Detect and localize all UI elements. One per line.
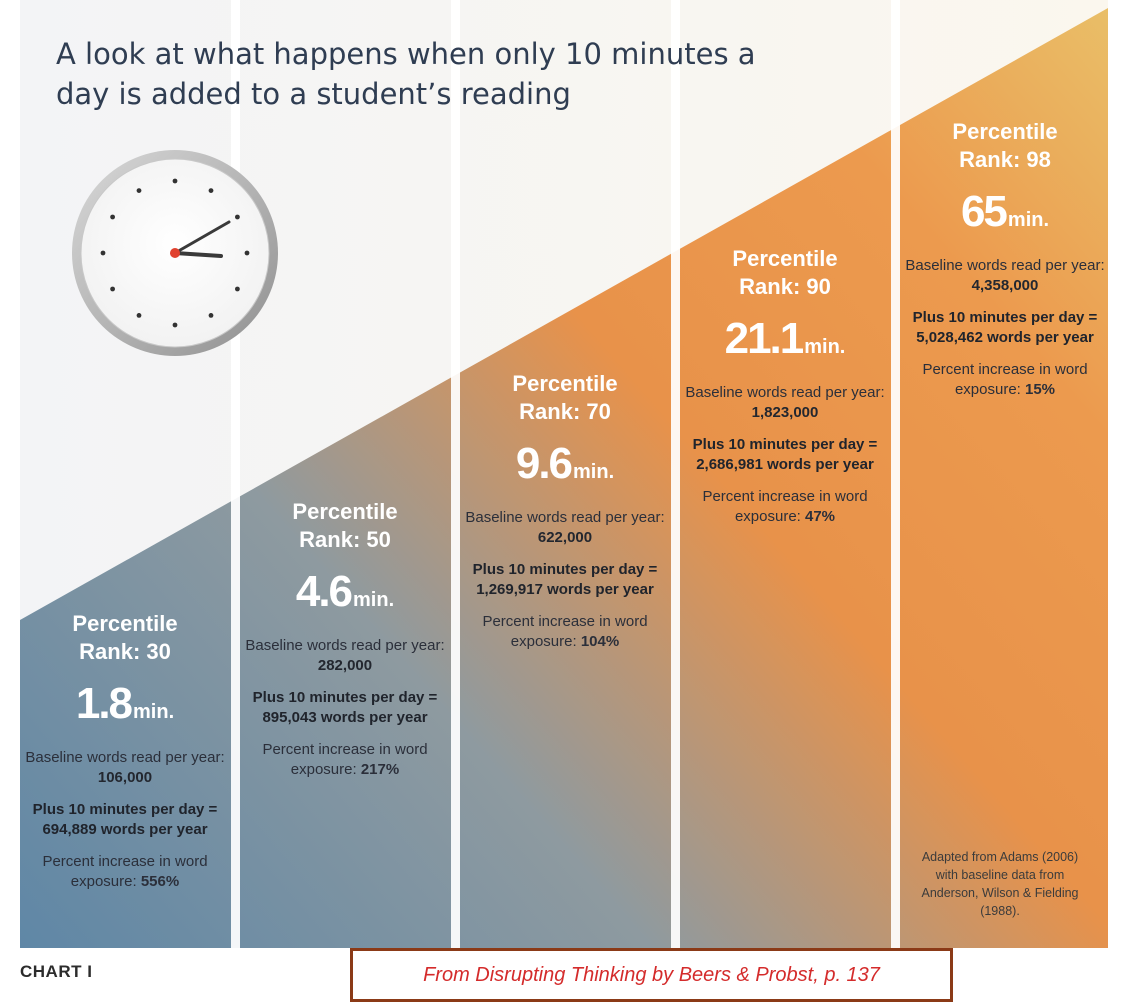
column-dividers: [231, 0, 900, 948]
clock-tick: [244, 250, 250, 256]
source-citation-box: From Disrupting Thinking by Beers & Prob…: [350, 948, 953, 1002]
data-column: Percentile Rank: 70 9.6 min. Baseline words …: [460, 370, 670, 652]
baseline-label: Baseline words read per year:: [245, 637, 445, 654]
data-column: Percentile Rank: 98 65 min. Baseline words r…: [900, 118, 1110, 400]
data-column: Percentile Rank: 90 21.1 min. Baseline words…: [680, 245, 890, 527]
percentile-rank-label: Percentile Rank: 30: [72, 611, 178, 664]
percent-increase: Percent increase in word exposure: 15%: [922, 361, 1088, 398]
clock-tick: [110, 214, 115, 220]
data-column: Percentile Rank: 30 1.8 min. Baseline words …: [20, 610, 230, 892]
baseline-label: Baseline words read per year:: [465, 509, 665, 526]
percentile-rank-label: Percentile Rank: 98: [952, 119, 1058, 172]
percentile-rank-label: Percentile Rank: 90: [732, 246, 838, 299]
column-divider: [231, 0, 240, 948]
baseline-value: 106,000: [97, 769, 153, 786]
clock-tick: [136, 313, 142, 318]
percent-increase: Percent increase in word exposure: 47%: [702, 488, 868, 525]
column-divider: [451, 0, 460, 948]
minutes-per-day: 21.1 min.: [724, 314, 846, 363]
baseline-value: 1,823,000: [751, 404, 819, 421]
minutes-per-day: 1.8 min.: [75, 679, 175, 728]
plus-ten-minutes-words: Plus 10 minutes per day = 5,028,462 word…: [912, 309, 1098, 346]
percent-increase: Percent increase in word exposure: 217%: [262, 741, 428, 778]
percentile-rank-label: Percentile Rank: 70: [512, 371, 618, 424]
minutes-per-day: 9.6 min.: [515, 439, 615, 488]
percent-increase: Percent increase in word exposure: 556%: [42, 853, 208, 890]
column-divider: [671, 0, 680, 948]
rising-wedge: [20, 8, 1108, 948]
clock-tick: [208, 188, 214, 194]
attribution-note: Adapted from Adams (2006) with baseline …: [921, 850, 1079, 918]
minutes-per-day: 65 min.: [960, 187, 1050, 236]
chart-title: A look at what happens when only 10 minu…: [56, 37, 756, 111]
percentile-rank-label: Percentile Rank: 50: [292, 499, 398, 552]
clock-icon: [72, 150, 278, 356]
baseline-label: Baseline words read per year:: [25, 749, 225, 766]
clock-tick: [208, 313, 214, 318]
plus-ten-minutes-words: Plus 10 minutes per day = 2,686,981 word…: [692, 436, 878, 473]
clock-tick: [172, 178, 178, 184]
plus-ten-minutes-words: Plus 10 minutes per day = 694,889 words …: [32, 801, 218, 838]
baseline-label: Baseline words read per year:: [905, 257, 1105, 274]
clock-tick: [235, 286, 240, 292]
minutes-per-day: 4.6 min.: [295, 567, 395, 616]
baseline-value: 4,358,000: [971, 277, 1039, 294]
baseline-label: Baseline words read per year:: [685, 384, 885, 401]
percent-increase: Percent increase in word exposure: 104%: [482, 613, 648, 650]
column-divider: [891, 0, 900, 948]
clock-tick: [136, 188, 142, 194]
clock-tick: [172, 322, 178, 328]
source-citation: From Disrupting Thinking by Beers & Prob…: [423, 963, 880, 986]
plus-ten-minutes-words: Plus 10 minutes per day = 1,269,917 word…: [472, 561, 658, 598]
clock-tick: [110, 286, 115, 292]
clock-tick: [100, 250, 106, 256]
data-column: Percentile Rank: 50 4.6 min. Baseline words …: [240, 498, 450, 780]
baseline-value: 282,000: [317, 657, 373, 674]
chart-label: CHART I: [20, 962, 93, 981]
plus-ten-minutes-words: Plus 10 minutes per day = 895,043 words …: [252, 689, 438, 726]
clock-tick: [235, 214, 240, 220]
baseline-value: 622,000: [537, 529, 593, 546]
